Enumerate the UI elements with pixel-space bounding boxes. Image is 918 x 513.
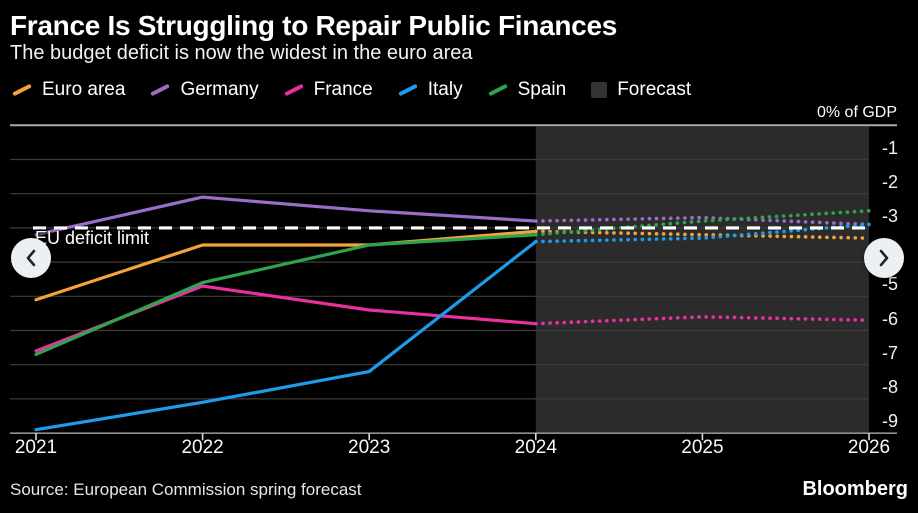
legend-item-euro-area[interactable]: Euro area xyxy=(12,79,125,101)
x-axis-tick-label: 2026 xyxy=(847,437,891,458)
y-axis-tick-label: -9 xyxy=(881,411,898,432)
legend-label: Euro area xyxy=(42,79,126,100)
chevron-right-icon xyxy=(879,249,889,267)
x-axis-tick-label: 2024 xyxy=(514,437,557,458)
legend: Euro area Germany France Italy Spain For… xyxy=(12,79,691,101)
bloomberg-logo: Bloomberg xyxy=(802,478,908,500)
y-axis-tick-label: -6 xyxy=(881,308,898,329)
y-axis-tick-label: -1 xyxy=(881,137,898,158)
legend-label: Italy xyxy=(427,79,463,100)
forecast-band-swatch-icon xyxy=(591,82,608,98)
y-axis-tick-label: -3 xyxy=(881,205,898,226)
legend-label: Forecast xyxy=(617,79,692,100)
legend-item-italy[interactable]: Italy xyxy=(397,79,463,101)
source-note: Source: European Commission spring forec… xyxy=(10,480,362,499)
legend-item-france[interactable]: France xyxy=(283,79,373,101)
chart-title: France Is Struggling to Repair Public Fi… xyxy=(10,10,617,41)
legend-label: Spain xyxy=(517,79,567,100)
x-axis-tick-label: 2025 xyxy=(681,437,724,458)
y-axis-tick-label: -7 xyxy=(881,342,898,363)
legend-item-forecast[interactable]: Forecast xyxy=(591,79,691,101)
legend-item-germany[interactable]: Germany xyxy=(150,79,259,101)
y-axis-tick-label: -5 xyxy=(881,274,898,295)
legend-label: Germany xyxy=(180,79,259,100)
carousel-prev-button[interactable] xyxy=(11,238,51,278)
chevron-left-icon xyxy=(26,249,36,267)
legend-label: France xyxy=(313,79,373,100)
chart-subtitle: The budget deficit is now the widest in … xyxy=(10,42,473,64)
reference-line-label: EU deficit limit xyxy=(35,228,150,248)
x-axis-tick-label: 2023 xyxy=(348,437,391,458)
legend-item-spain[interactable]: Spain xyxy=(487,79,567,101)
y-axis-tick-label: -2 xyxy=(881,171,898,192)
x-axis-tick-label: 2022 xyxy=(181,437,224,458)
y-axis-tick-label: -8 xyxy=(881,376,898,397)
carousel-next-button[interactable] xyxy=(864,238,904,278)
x-axis-tick-label: 2021 xyxy=(14,437,58,458)
y-axis-title: 0% of GDP xyxy=(816,104,897,121)
